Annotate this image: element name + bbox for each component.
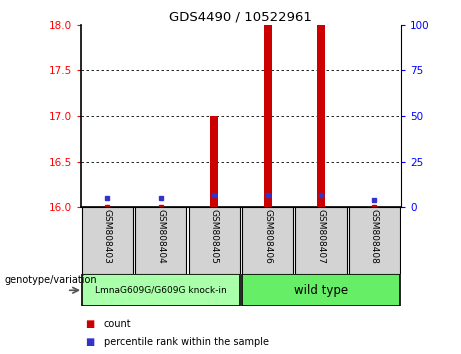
Text: GSM808404: GSM808404	[156, 209, 165, 264]
Text: ■: ■	[85, 337, 95, 347]
Text: GSM808408: GSM808408	[370, 209, 379, 264]
Text: GSM808406: GSM808406	[263, 209, 272, 264]
Bar	[349, 207, 400, 274]
Bar	[242, 274, 400, 306]
Text: count: count	[104, 319, 131, 329]
Text: GSM808405: GSM808405	[210, 209, 219, 264]
Bar	[210, 116, 218, 207]
Text: GSM808403: GSM808403	[103, 209, 112, 264]
Text: GSM808407: GSM808407	[316, 209, 325, 264]
Bar	[264, 25, 272, 207]
Bar	[296, 207, 347, 274]
Title: GDS4490 / 10522961: GDS4490 / 10522961	[170, 11, 312, 24]
Text: genotype/variation: genotype/variation	[5, 275, 97, 285]
Bar	[189, 207, 240, 274]
Text: percentile rank within the sample: percentile rank within the sample	[104, 337, 269, 347]
Text: ■: ■	[85, 319, 95, 329]
Bar	[82, 274, 240, 306]
Bar	[317, 25, 325, 207]
Bar	[135, 207, 186, 274]
Bar	[82, 207, 133, 274]
Bar	[242, 207, 293, 274]
Text: LmnaG609G/G609G knock-in: LmnaG609G/G609G knock-in	[95, 286, 227, 295]
Text: wild type: wild type	[294, 284, 348, 297]
